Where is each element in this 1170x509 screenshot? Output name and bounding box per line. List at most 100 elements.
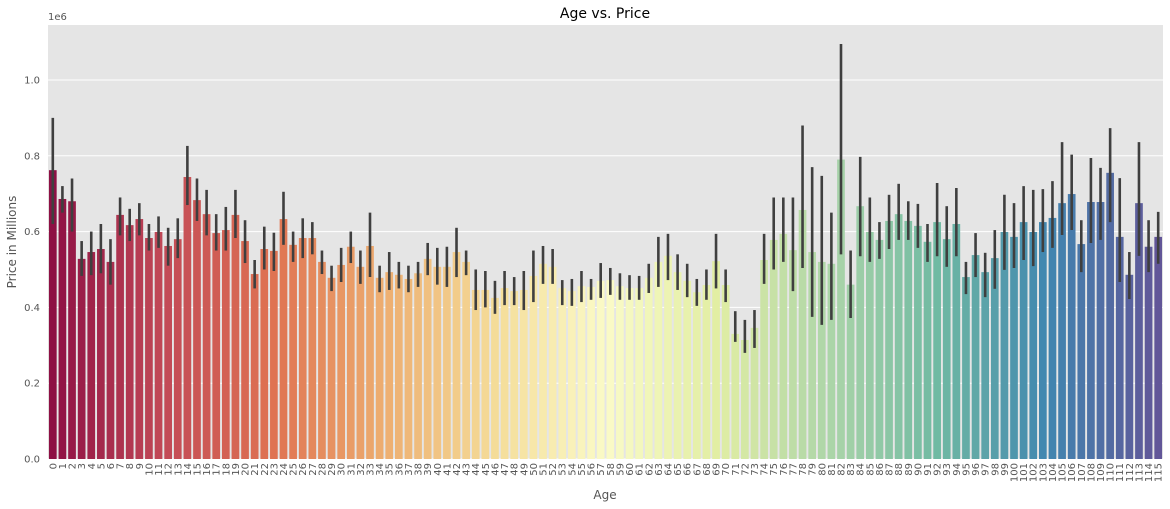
x-tick-label: 52: [548, 463, 559, 476]
y-tick-label: 0.0: [24, 455, 40, 466]
x-tick-label: 67: [692, 463, 703, 476]
bar: [433, 266, 442, 459]
x-tick-label: 75: [769, 463, 780, 476]
x-tick-label: 48: [510, 463, 521, 476]
x-tick-label: 15: [192, 463, 203, 476]
x-tick-label: 11: [154, 463, 165, 476]
bar: [1135, 203, 1143, 459]
bar: [97, 249, 105, 459]
x-tick-label: 30: [337, 463, 348, 476]
bar: [750, 327, 759, 459]
x-tick-label: 61: [635, 463, 646, 476]
bar: [904, 220, 913, 459]
x-tick-label: 38: [414, 463, 425, 476]
y-tick-label: 0.8: [24, 151, 40, 162]
bar: [68, 201, 76, 459]
bar: [981, 272, 990, 459]
bar: [318, 261, 326, 459]
x-tick-label: 21: [250, 463, 261, 476]
bar: [817, 261, 826, 459]
bar: [519, 289, 528, 459]
bar: [443, 266, 451, 459]
x-tick-label: 86: [875, 463, 886, 476]
x-tick-label: 72: [740, 463, 751, 476]
x-tick-label: 110: [1106, 463, 1117, 482]
bar: [1019, 222, 1028, 459]
bar: [712, 261, 720, 459]
bar: [346, 246, 355, 459]
bar: [1087, 202, 1095, 459]
bar: [692, 292, 701, 459]
x-tick-label: 79: [808, 463, 819, 476]
x-tick-label: 49: [519, 463, 530, 476]
bar: [789, 250, 797, 459]
x-tick-label: 0: [48, 463, 59, 469]
x-tick-label: 84: [856, 463, 867, 476]
x-tick-label: 96: [971, 463, 982, 476]
bar: [837, 159, 845, 459]
bar: [616, 286, 624, 459]
bar: [375, 277, 384, 459]
x-tick-label: 114: [1144, 463, 1155, 482]
x-tick-label: 13: [173, 463, 184, 476]
x-tick-label: 31: [346, 463, 357, 476]
bar: [481, 289, 490, 459]
y-tick-label: 0.6: [24, 227, 40, 238]
bar: [914, 225, 922, 459]
x-tick-label: 97: [981, 463, 992, 476]
x-tick-label: 54: [567, 463, 578, 476]
bar: [798, 209, 807, 459]
x-tick-label: 100: [1010, 463, 1021, 482]
bar: [1039, 222, 1047, 459]
bar: [414, 273, 422, 459]
x-tick-label: 45: [481, 463, 492, 476]
x-tick-label: 98: [990, 463, 1001, 476]
x-tick-label: 91: [923, 463, 934, 476]
bar: [173, 239, 182, 459]
x-tick-label: 17: [212, 463, 223, 476]
x-tick-label: 16: [202, 463, 213, 476]
bar: [212, 233, 221, 459]
x-tick-label: 81: [827, 463, 838, 476]
bar: [769, 239, 778, 459]
x-tick-label: 42: [452, 463, 463, 476]
x-tick-label: 47: [500, 463, 511, 476]
bar: [394, 274, 403, 459]
x-tick-label: 103: [1038, 463, 1049, 482]
bar: [539, 263, 547, 459]
bar: [990, 258, 999, 459]
bar: [1144, 246, 1153, 459]
x-tick-label: 99: [1000, 463, 1011, 476]
x-tick-label: 55: [577, 463, 588, 476]
bar: [942, 239, 951, 459]
x-tick-label: 12: [164, 463, 175, 476]
bar: [298, 238, 307, 459]
x-tick-label: 19: [231, 463, 242, 476]
x-tick-label: 37: [404, 463, 415, 476]
y-tick-label: 0.4: [24, 303, 40, 314]
x-tick-label: 4: [87, 463, 98, 469]
x-tick-label: 71: [731, 463, 742, 476]
x-tick-label: 80: [817, 463, 828, 476]
bar: [548, 266, 557, 459]
bar: [568, 291, 576, 459]
bar: [587, 286, 595, 459]
bar: [279, 219, 288, 459]
bar: [221, 230, 230, 459]
bar: [779, 233, 788, 459]
bar: [77, 258, 86, 459]
bar: [1010, 236, 1018, 459]
x-tick-label: 113: [1134, 463, 1145, 482]
x-tick-label: 58: [606, 463, 617, 476]
bar: [558, 288, 567, 459]
x-tick-label: 83: [846, 463, 857, 476]
x-tick-label: 23: [269, 463, 280, 476]
x-tick-label: 43: [462, 463, 473, 476]
x-tick-label: 22: [260, 463, 271, 476]
bar: [827, 263, 836, 459]
x-tick-label: 92: [933, 463, 944, 476]
bar: [462, 261, 470, 459]
bar: [58, 198, 67, 459]
x-tick-label: 18: [221, 463, 232, 476]
x-tick-label: 41: [442, 463, 453, 476]
